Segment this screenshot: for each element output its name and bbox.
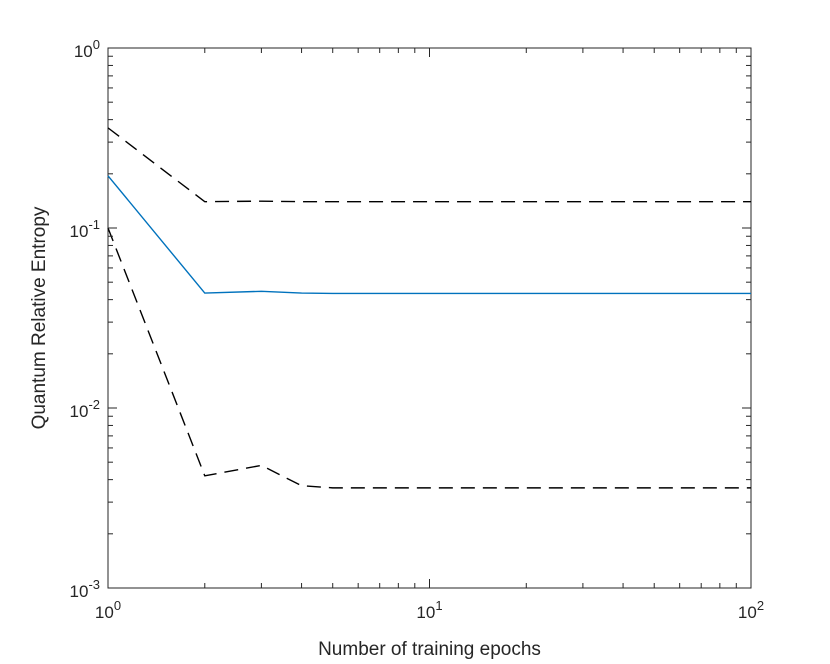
x-tick-label: 101 <box>416 598 442 622</box>
x-tick-label: 100 <box>95 598 121 622</box>
x-tick-label: 102 <box>738 598 764 622</box>
axes-box <box>107 47 752 589</box>
y-tick-label: 10-3 <box>70 577 100 601</box>
series-mean-line <box>107 175 751 295</box>
series-upper-bound-line <box>107 127 751 203</box>
ticks-layer <box>107 47 752 589</box>
y-tick-label: 10-2 <box>70 397 100 421</box>
series-lower-bound-line <box>107 227 751 489</box>
series-layer <box>107 127 751 489</box>
y-tick-label: 10-1 <box>70 217 100 241</box>
y-tick-label: 100 <box>74 37 100 61</box>
x-axis-label: Number of training epochs <box>318 639 541 660</box>
plot-area <box>107 47 752 589</box>
y-axis-label: Quantum Relative Entropy <box>29 206 50 429</box>
